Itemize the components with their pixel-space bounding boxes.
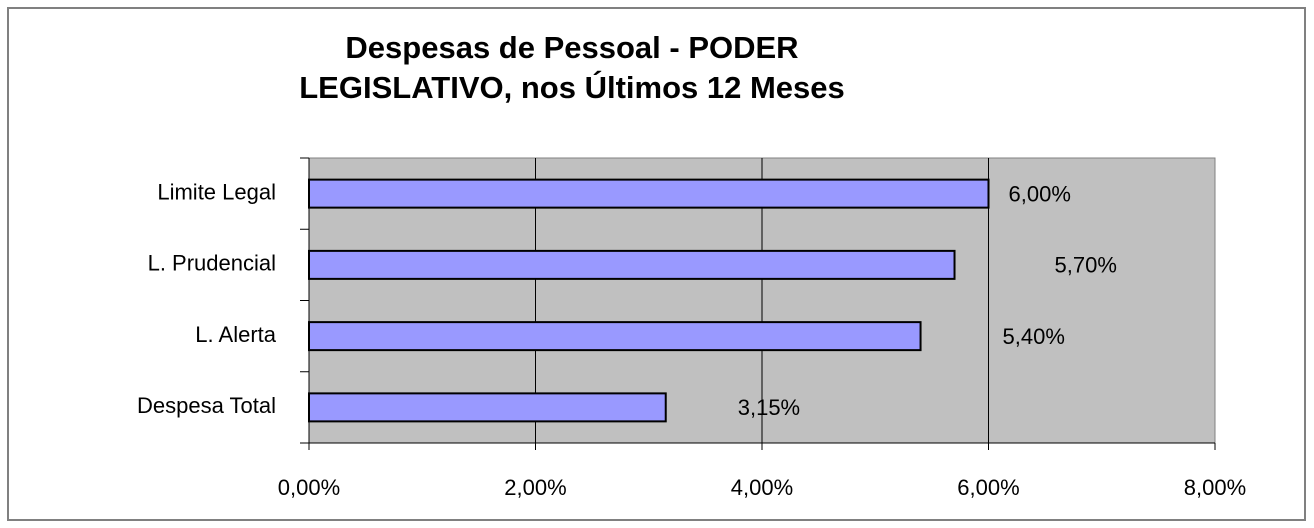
y-tick-label: Despesa Total <box>137 393 276 418</box>
x-tick-label: 0,00% <box>278 475 340 500</box>
chart-title: LEGISLATIVO, nos Últimos 12 Meses <box>299 69 845 105</box>
y-tick-label: L. Alerta <box>195 322 276 347</box>
data-label: 5,70% <box>1055 253 1117 278</box>
bar <box>308 321 922 352</box>
bar <box>308 392 667 423</box>
data-label: 5,40% <box>1003 324 1065 349</box>
y-tick-label: L. Prudencial <box>148 251 276 276</box>
data-label: 3,15% <box>738 395 800 420</box>
data-label: 6,00% <box>1009 181 1071 206</box>
x-tick-label: 8,00% <box>1184 475 1246 500</box>
x-tick-label: 2,00% <box>504 475 566 500</box>
x-tick-label: 4,00% <box>731 475 793 500</box>
x-tick-label: 6,00% <box>957 475 1019 500</box>
bar <box>308 178 990 209</box>
bar <box>308 249 956 280</box>
chart-title: Despesas de Pessoal - PODER <box>345 30 798 65</box>
y-tick-label: Limite Legal <box>157 179 276 204</box>
